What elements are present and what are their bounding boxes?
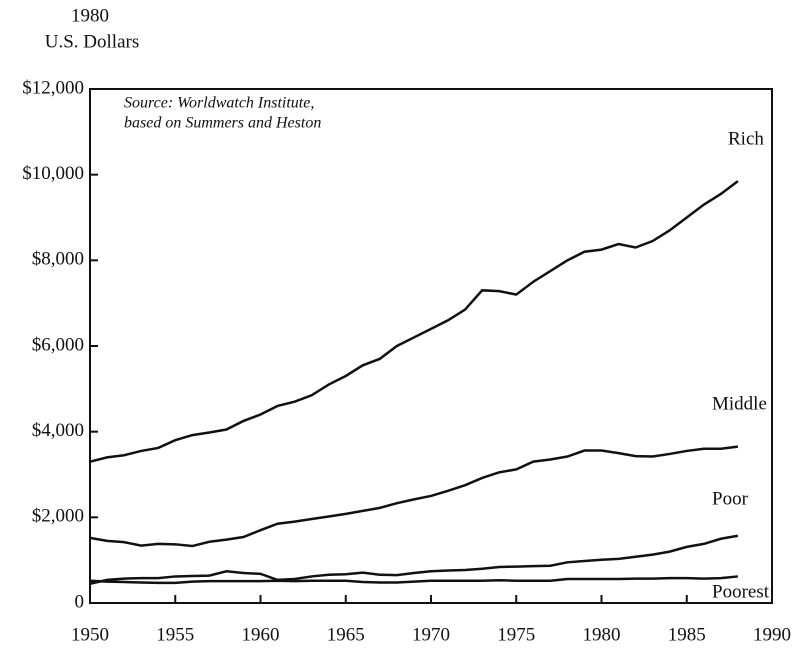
series-label: Rich — [728, 128, 764, 149]
plot-frame — [89, 88, 773, 604]
x-tick-label: 1990 — [753, 624, 791, 645]
series-label: Poor — [712, 488, 749, 509]
y-tick-label: 0 — [75, 591, 85, 612]
y-tick-label: $6,000 — [32, 334, 84, 355]
series-line — [89, 534, 739, 585]
x-tick-label: 1980 — [583, 624, 621, 645]
x-tick-label: 1955 — [156, 624, 194, 645]
series-label: Poorest — [712, 581, 770, 602]
series-line — [89, 445, 739, 548]
y-axis-label: U.S. Dollars — [45, 31, 139, 52]
series-line — [89, 575, 739, 585]
y-tick-label: $4,000 — [32, 420, 84, 441]
y-tick-label: $2,000 — [32, 506, 84, 527]
x-tick-label: 1985 — [668, 624, 706, 645]
annotation: Source: Worldwatch Institute, — [124, 95, 314, 112]
x-tick-label: 1970 — [412, 624, 450, 645]
series-line — [89, 180, 739, 463]
y-tick-label: $8,000 — [32, 249, 84, 270]
y-tick-label: $10,000 — [22, 163, 84, 184]
y-tick-label: $12,000 — [22, 77, 84, 98]
annotation: based on Summers and Heston — [124, 115, 321, 132]
y-axis-label: 1980 — [71, 5, 109, 26]
x-tick-label: 1950 — [71, 624, 109, 645]
x-tick-label: 1965 — [327, 624, 365, 645]
series-label: Middle — [712, 393, 767, 414]
x-tick-label: 1960 — [242, 624, 280, 645]
x-tick-label: 1975 — [497, 624, 535, 645]
